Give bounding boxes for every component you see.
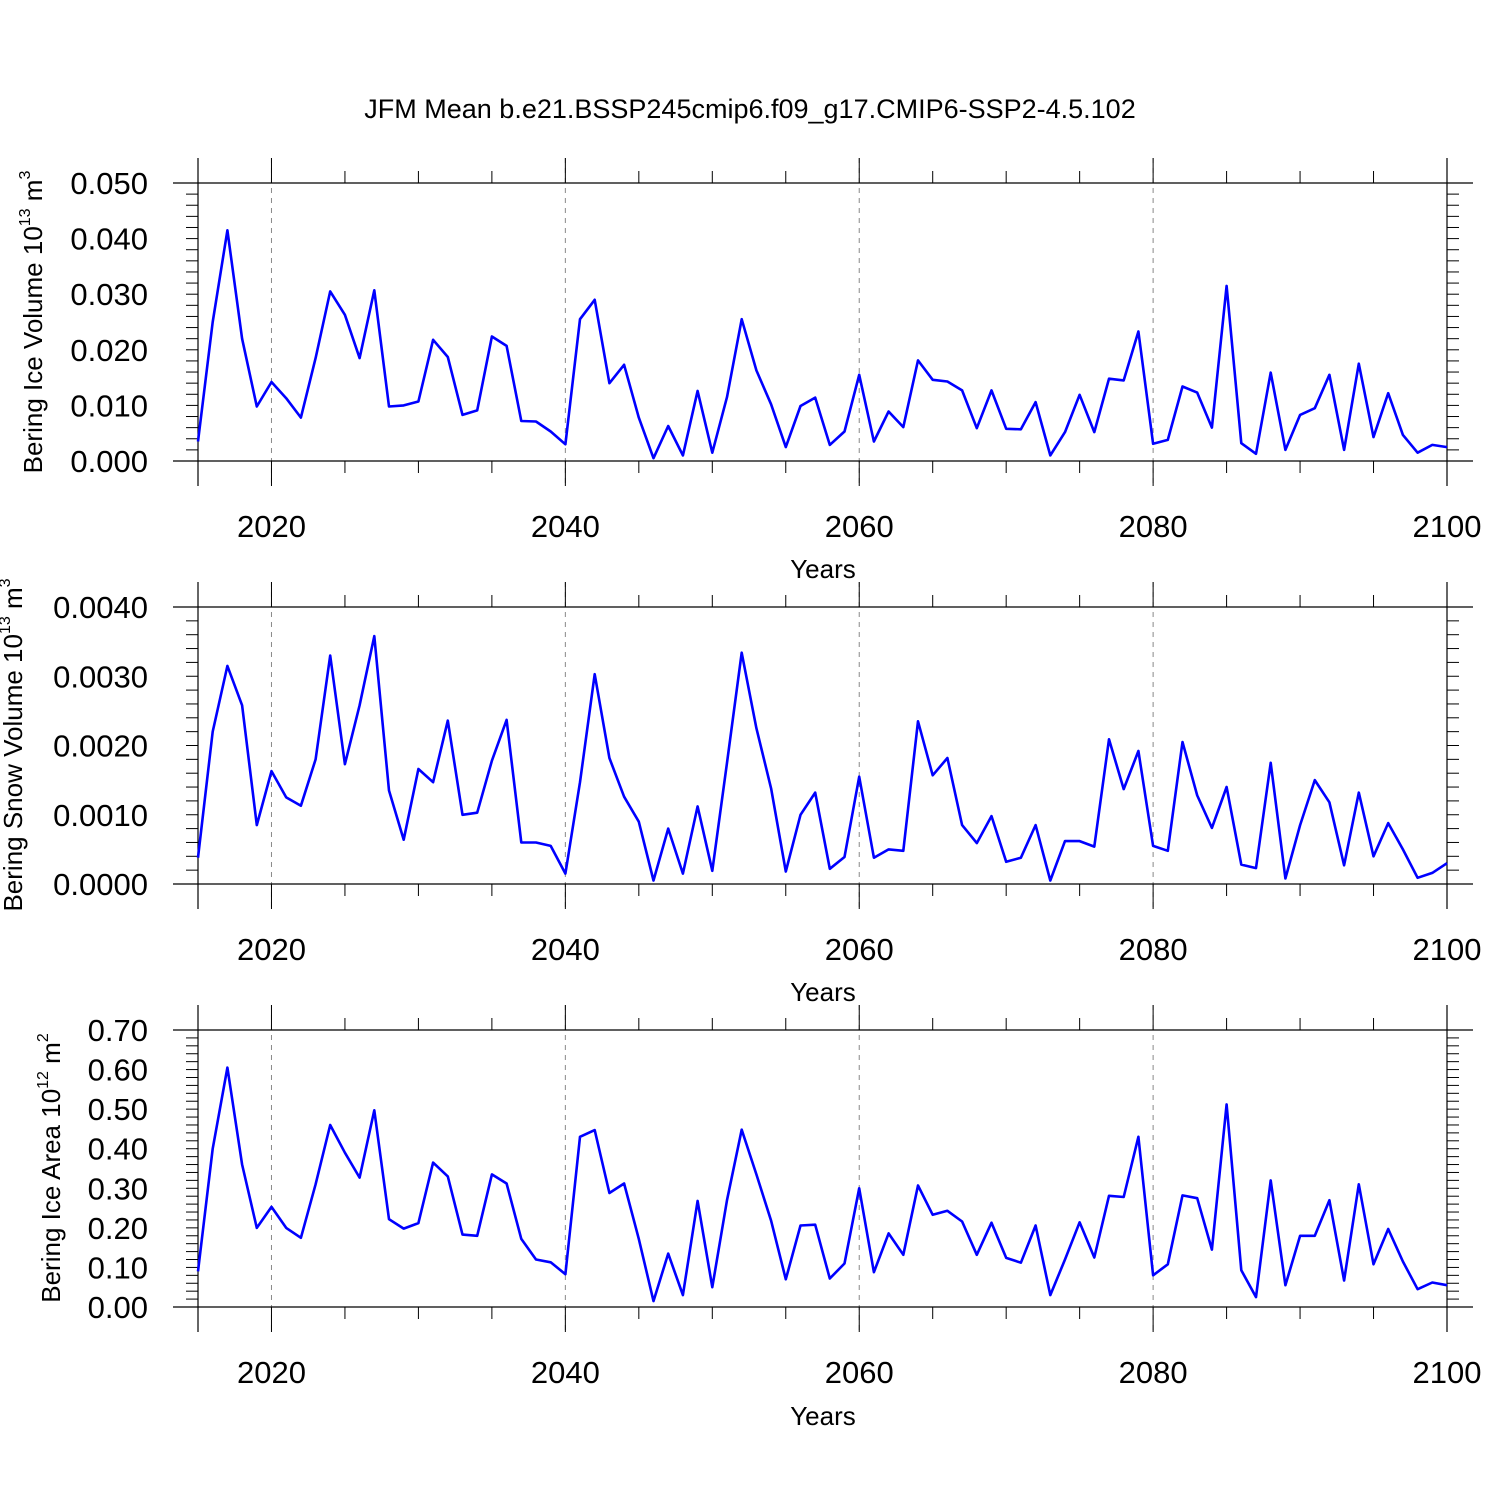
series-line <box>196 229 1448 460</box>
y-axis-label-exponent: 13 <box>17 208 34 226</box>
series-line <box>196 1066 1448 1303</box>
x-tick-label: 2100 <box>1413 509 1482 544</box>
y-tick-label: 0.20 <box>88 1211 148 1246</box>
figure-title: JFM Mean b.e21.BSSP245cmip6.f09_g17.CMIP… <box>364 94 1135 124</box>
x-tick-label: 2060 <box>825 1355 894 1390</box>
x-tick-label: 2020 <box>237 1355 306 1390</box>
x-tick-label: 2040 <box>531 1355 600 1390</box>
y-tick-label: 0.0010 <box>53 798 148 833</box>
y-tick-label: 0.000 <box>70 444 148 479</box>
y-axis-label-unit-exponent: 3 <box>17 171 34 180</box>
y-tick-label: 0.00 <box>88 1290 148 1325</box>
y-axis-label-text: Bering Snow Volume 10 <box>0 634 28 912</box>
x-tick-label: 2040 <box>531 509 600 544</box>
y-tick-label: 0.60 <box>88 1053 148 1088</box>
x-axis-label: Years <box>790 554 856 584</box>
y-tick-label: 0.50 <box>88 1092 148 1127</box>
panel-ice-area: 0.00 0.10 0.20 0.30 0.40 0.50 0.60 0.70 2020 2040… <box>35 1005 1481 1431</box>
panel-ice-volume: 0.000 0.010 0.020 0.030 0.040 0.050 2020 2040 20… <box>17 158 1481 584</box>
y-tick-label: 0.040 <box>70 222 148 257</box>
x-tick-label: 2080 <box>1119 932 1188 967</box>
y-axis-label: Bering Snow Volume 1013 m3 <box>0 578 28 911</box>
x-tick-label: 2020 <box>237 932 306 967</box>
y-axis-label-text: Bering Ice Area 10 <box>36 1089 66 1303</box>
y-axis-label-text: Bering Ice Volume 10 <box>18 226 48 473</box>
x-tick-label: 2040 <box>531 932 600 967</box>
y-tick-label: 0.10 <box>88 1250 148 1285</box>
y-tick-label: 0.70 <box>88 1013 148 1048</box>
y-axis-label-unit: m <box>18 180 48 209</box>
x-axis-label: Years <box>790 1401 856 1431</box>
x-tick-label: 2080 <box>1119 1355 1188 1390</box>
y-tick-label: 0.0020 <box>53 729 148 764</box>
y-tick-label: 0.020 <box>70 333 148 368</box>
series-line <box>196 634 1448 882</box>
y-axis-label: Bering Ice Volume 1013 m3 <box>17 171 48 474</box>
y-tick-label: 0.010 <box>70 388 148 423</box>
x-tick-label: 2080 <box>1119 509 1188 544</box>
y-axis-label-unit-exponent: 3 <box>0 578 14 587</box>
y-tick-label: 0.0000 <box>53 867 148 902</box>
y-axis-label: Bering Ice Area 1012 m2 <box>35 1033 66 1303</box>
y-axis-label-exponent: 13 <box>0 616 14 634</box>
y-axis-label-unit-exponent: 2 <box>35 1033 52 1042</box>
x-tick-label: 2020 <box>237 509 306 544</box>
x-tick-label: 2100 <box>1413 932 1482 967</box>
y-tick-label: 0.030 <box>70 277 148 312</box>
y-tick-label: 0.0040 <box>53 590 148 625</box>
y-tick-label: 0.40 <box>88 1132 148 1167</box>
x-axis-label: Years <box>790 977 856 1007</box>
y-tick-label: 0.050 <box>70 166 148 201</box>
x-tick-label: 2060 <box>825 932 894 967</box>
x-tick-label: 2100 <box>1413 1355 1482 1390</box>
y-tick-label: 0.0030 <box>53 659 148 694</box>
y-axis-label-exponent: 12 <box>35 1071 52 1089</box>
panel-snow-volume: 0.0000 0.0010 0.0020 0.0030 0.0040 2020 2040 20… <box>0 578 1481 1007</box>
y-axis-label-unit: m <box>0 587 28 616</box>
y-axis-label-unit: m <box>36 1042 66 1071</box>
x-tick-label: 2060 <box>825 509 894 544</box>
y-tick-label: 0.30 <box>88 1171 148 1206</box>
